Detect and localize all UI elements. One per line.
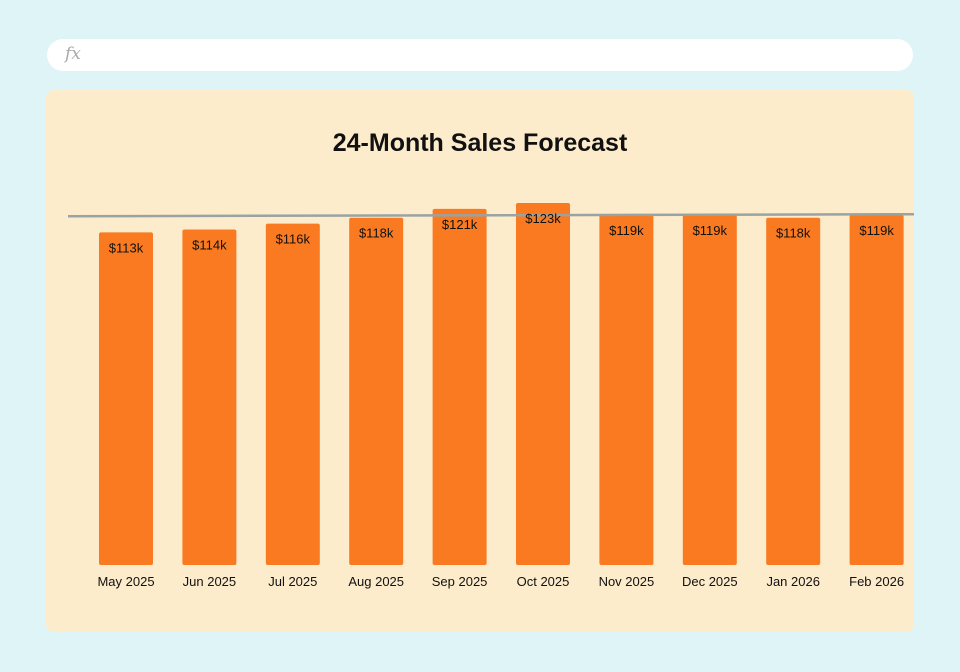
data-label: $119k xyxy=(693,223,728,238)
data-label: $118k xyxy=(776,226,811,241)
data-label: $119k xyxy=(609,223,644,238)
bar-jun-2025 xyxy=(182,229,237,566)
reference-line-group xyxy=(67,212,914,218)
bar-chart: 24-Month Sales Forecast $113k $114k $116k $… xyxy=(67,129,914,589)
chart-title: 24-Month Sales Forecast xyxy=(333,129,628,157)
x-tick-label: Aug 2025 xyxy=(348,574,404,589)
x-tick-label: May 2025 xyxy=(97,574,154,589)
bar-dec-2025 xyxy=(682,214,737,566)
x-tick-label: Jan 2026 xyxy=(766,574,820,589)
bar-jul-2025 xyxy=(265,223,320,565)
x-tick-label: Feb 2026 xyxy=(849,574,904,589)
x-tick-label: Sep 2025 xyxy=(432,574,488,589)
x-tick-label: Dec 2025 xyxy=(682,574,738,589)
bar-oct-2025 xyxy=(516,203,570,565)
x-axis-ticks: May 2025 Jun 2025 Jul 2025 Aug 2025 Sep 2025… xyxy=(97,574,904,589)
x-tick-label: Oct 2025 xyxy=(517,574,570,589)
bar-may-2025 xyxy=(99,232,153,565)
bars-group xyxy=(99,203,904,566)
bar-feb-2026 xyxy=(849,214,904,566)
data-label: $123k xyxy=(525,211,561,226)
x-tick-label: Nov 2025 xyxy=(599,574,655,589)
bar-sep-2025 xyxy=(432,208,487,565)
data-label: $114k xyxy=(192,237,227,252)
x-tick-label: Jul 2025 xyxy=(268,574,317,589)
data-label: $118k xyxy=(359,226,394,241)
data-labels-group: $113k $114k $116k $118k $121k $123k $119k $119k… xyxy=(109,211,895,255)
fx-icon: fx xyxy=(65,44,81,64)
data-label: $119k xyxy=(859,223,894,238)
data-label: $116k xyxy=(276,232,311,247)
chart-card: 24-Month Sales Forecast $113k $114k $116k $… xyxy=(46,90,914,632)
bar-aug-2025 xyxy=(349,217,404,565)
reference-line xyxy=(67,212,914,218)
bar-nov-2025 xyxy=(599,214,654,566)
data-label: $121k xyxy=(442,217,478,232)
formula-input[interactable] xyxy=(95,45,899,67)
data-label: $113k xyxy=(109,240,144,255)
bar-jan-2026 xyxy=(766,217,821,565)
formula-bar[interactable]: fx xyxy=(47,39,913,71)
x-tick-label: Jun 2025 xyxy=(183,574,237,589)
